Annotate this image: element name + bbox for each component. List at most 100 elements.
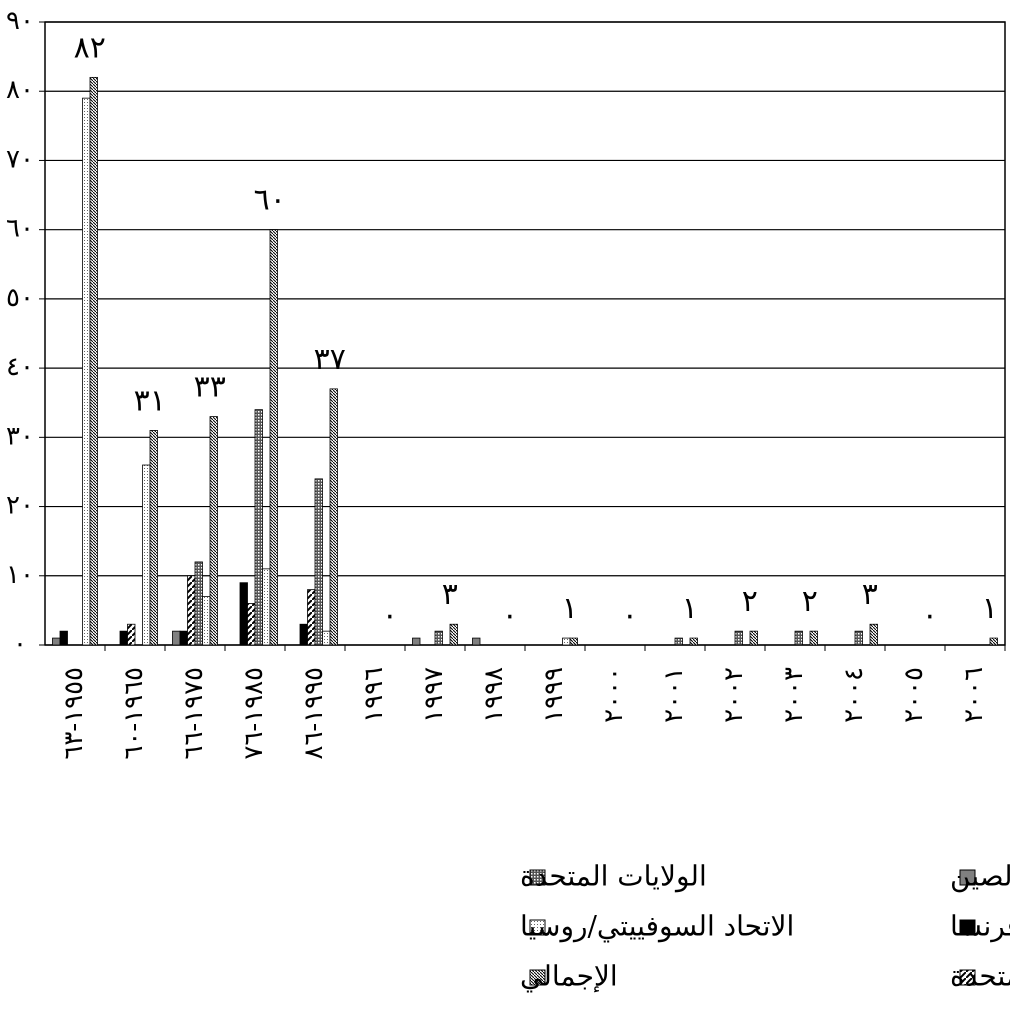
- bar: [127, 623, 136, 646]
- value-label: ٢: [802, 584, 818, 619]
- y-tick-label: ٤٠: [6, 352, 34, 382]
- x-tick-label: ٢٠٠١: [659, 667, 689, 723]
- legend-item: الولايات المتحدة: [520, 860, 707, 893]
- legend-swatch: [529, 919, 546, 936]
- y-tick-label: ١٠: [6, 560, 34, 590]
- bar: [209, 416, 218, 646]
- value-label: ١: [682, 591, 698, 626]
- x-tick-label: ٢٠٠٢: [719, 667, 749, 723]
- bar: [434, 630, 443, 646]
- legend-label: الإجمالي: [520, 960, 618, 993]
- value-label: ٣٧: [314, 342, 346, 377]
- bar: [674, 637, 683, 646]
- x-tick-label: ١٩٦٥-٦٠: [119, 667, 149, 760]
- bar: [562, 637, 571, 646]
- bar: [854, 630, 863, 646]
- legend-swatch: [959, 919, 976, 936]
- bar: [172, 630, 181, 646]
- bar: [329, 388, 338, 646]
- x-tick-label: ١٩٩٨: [479, 667, 509, 723]
- legend-label: الصين: [950, 860, 1010, 893]
- legend-label: الاتحاد السوفييتي/روسيا: [520, 910, 794, 943]
- y-tick-label: ٥٠: [6, 283, 34, 313]
- y-tick-label: ٣٠: [6, 421, 34, 451]
- bar: [179, 630, 188, 646]
- bar: [689, 637, 698, 646]
- value-label: ٢: [742, 584, 758, 619]
- x-tick-label: ٢٠٠٥: [899, 667, 929, 723]
- bar: [187, 575, 196, 646]
- bar: [299, 623, 308, 646]
- y-tick-label: ٨٠: [6, 75, 34, 105]
- y-tick-label: ٠: [13, 629, 27, 659]
- x-tick-label: ١٩٥٥-٦٣: [59, 667, 89, 760]
- legend-label: فرنسا: [950, 910, 1010, 943]
- bar: [794, 630, 803, 646]
- bar: [314, 478, 323, 646]
- legend-swatch: [959, 969, 976, 986]
- value-label: ٣: [442, 577, 458, 612]
- value-label: ١: [982, 591, 998, 626]
- x-tick-label: ٢٠٠٤: [839, 667, 869, 723]
- value-label: ٠: [622, 598, 638, 633]
- x-tick-label: ١٩٩٩: [539, 667, 569, 723]
- x-tick-label: ١٩٧٥-٦٦: [179, 667, 209, 760]
- legend-swatch: [529, 869, 546, 886]
- bar: [202, 596, 211, 646]
- value-label: ٠: [382, 598, 398, 633]
- legend-item: الصين: [950, 860, 1010, 893]
- y-tick-label: ٦٠: [6, 214, 34, 244]
- bar: [119, 630, 128, 646]
- x-tick-label: ١٩٨٥-٧٦: [239, 667, 269, 760]
- value-label: ٠: [502, 598, 518, 633]
- bar: [247, 603, 256, 646]
- legend-item: المملكة المتحدة: [950, 960, 1010, 993]
- bar: [194, 561, 203, 646]
- x-tick-label: ١٩٩٦: [359, 667, 389, 723]
- y-tick-label: ٩٠: [6, 6, 34, 36]
- x-tick-label: ١٩٩٧: [419, 667, 449, 723]
- bar: [142, 464, 151, 646]
- bar: [307, 589, 316, 646]
- bar: [809, 630, 818, 646]
- legend-label: الولايات المتحدة: [520, 860, 707, 893]
- bar: [89, 76, 98, 646]
- bar: [734, 630, 743, 646]
- bar: [239, 582, 248, 646]
- bar: [322, 630, 331, 646]
- bar: [262, 568, 271, 646]
- x-tick-label: ٢٠٠٠: [599, 667, 629, 723]
- legend-item: الإجمالي: [520, 960, 618, 993]
- bar: [472, 637, 481, 646]
- y-tick-label: ٧٠: [6, 144, 34, 174]
- bar: [749, 630, 758, 646]
- bar: [989, 637, 998, 646]
- bar: [59, 630, 68, 646]
- bar: [869, 623, 878, 646]
- legend-item: الاتحاد السوفييتي/روسيا: [520, 910, 794, 943]
- bar: [82, 97, 91, 646]
- value-label: ٦٠: [254, 183, 286, 218]
- bar: [449, 623, 458, 646]
- y-tick-label: ٢٠: [6, 491, 34, 521]
- value-label: ١: [562, 591, 578, 626]
- x-tick-label: ٢٠٠٦: [959, 667, 989, 723]
- x-tick-label: ١٩٩٥-٨٦: [299, 667, 329, 760]
- bar: [412, 637, 421, 646]
- legend-item: فرنسا: [950, 910, 1010, 943]
- bar: [569, 637, 578, 646]
- value-label: ٣١: [134, 383, 166, 418]
- bar: [269, 229, 278, 646]
- value-label: ٣٣: [194, 370, 226, 405]
- legend-swatch: [529, 969, 546, 986]
- bar: [52, 637, 61, 646]
- plot-area: [44, 21, 1006, 646]
- value-label: ٨٢: [74, 30, 106, 65]
- value-label: ٠: [922, 598, 938, 633]
- value-label: ٣: [862, 577, 878, 612]
- legend-swatch: [959, 869, 976, 886]
- x-tick-label: ٢٠٠٣: [779, 667, 809, 723]
- legend-label: المملكة المتحدة: [950, 960, 1010, 993]
- bar: [254, 409, 263, 646]
